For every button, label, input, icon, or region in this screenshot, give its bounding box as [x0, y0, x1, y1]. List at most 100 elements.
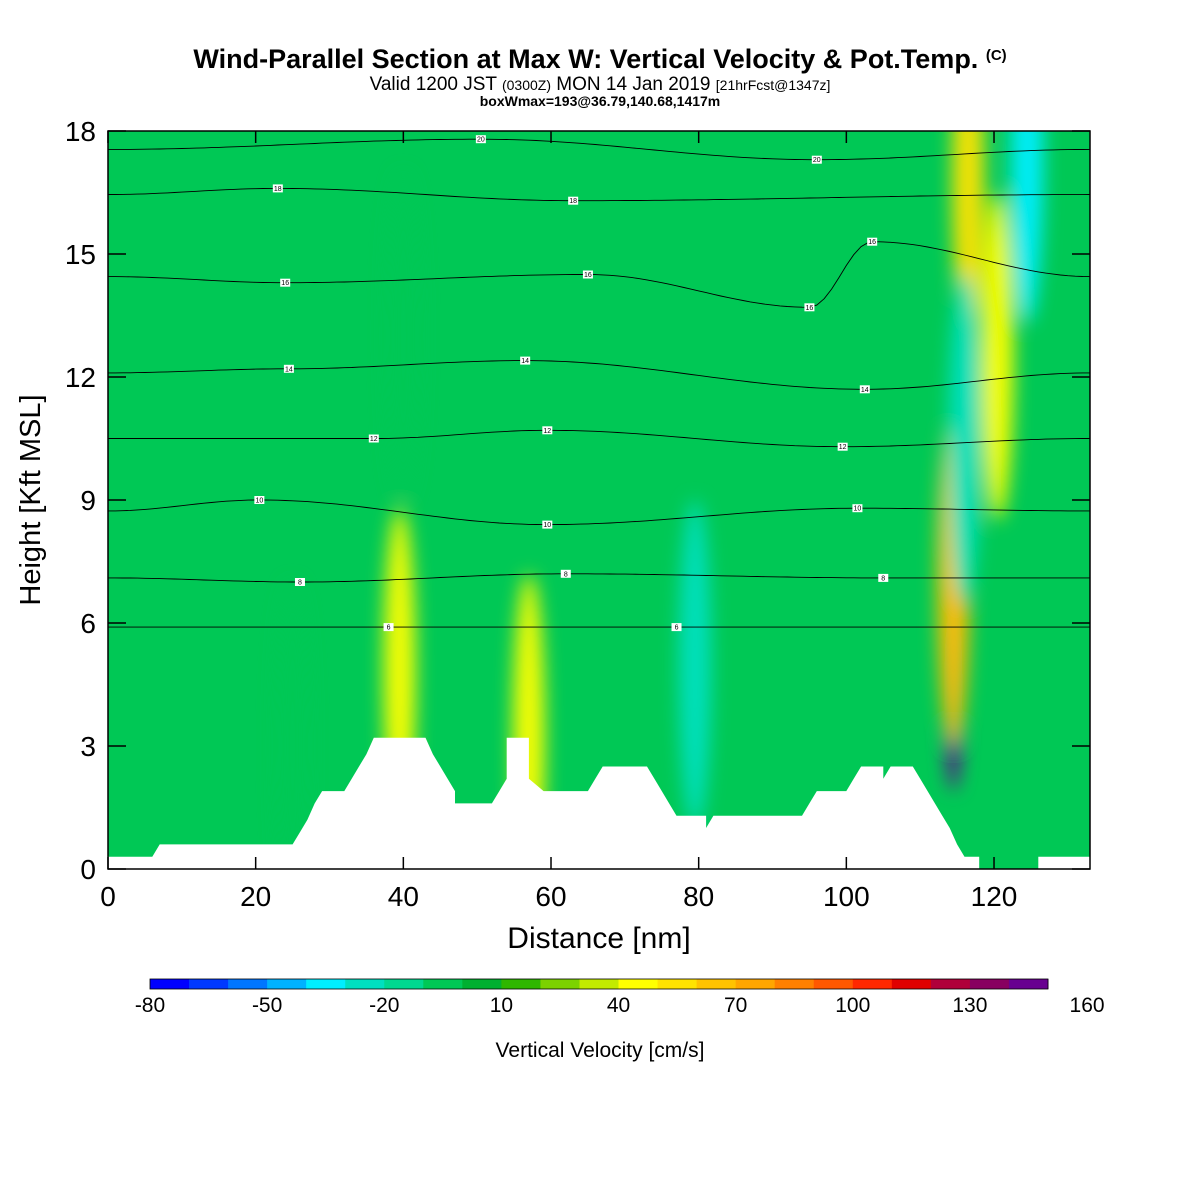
isentrope-label-text: 10	[255, 498, 263, 505]
isentrope-label-bg	[671, 623, 682, 632]
isentrope-label-text: 8	[298, 580, 302, 587]
isentrope-line	[108, 187, 1090, 202]
isentrope-label: 6	[671, 623, 682, 632]
isentrope-label-text: 14	[285, 366, 293, 373]
isentrope-label: 12	[542, 426, 553, 435]
velocity-field	[276, 131, 1044, 869]
isentrope-label-bg	[542, 520, 553, 529]
y-tick-label: 0	[80, 854, 96, 885]
isentrope-label: 18	[272, 184, 283, 193]
x-tick-label: 0	[100, 881, 116, 912]
colorbar-swatch	[228, 979, 268, 989]
colorbar-tick-label: 160	[1070, 994, 1105, 1017]
colorbar-swatch	[345, 979, 385, 989]
colorbar-swatch	[618, 979, 659, 989]
colorbar-swatch	[696, 979, 737, 989]
colorbar-swatch	[150, 979, 190, 989]
colorbar-tick-label: 130	[952, 994, 987, 1017]
isentrope-labels: 20 20 18 18 16 16 16 16 14 14 14 12 12 12 10 10 10 8 8 8 6 6	[254, 135, 889, 632]
colorbar-tick-label: -20	[369, 994, 399, 1017]
velocity-cell	[948, 274, 981, 603]
colorbar-swatch	[930, 979, 971, 989]
isentrope-label-text: 12	[543, 428, 551, 435]
colorbar-swatch	[1008, 979, 1049, 989]
colorbar-swatch	[852, 979, 893, 989]
isentrope-label-bg	[383, 623, 394, 632]
colorbar-tick-label: 70	[724, 994, 747, 1017]
colorbar-swatch	[306, 979, 346, 989]
colorbar-swatch	[969, 979, 1010, 989]
isentrope-label-bg	[542, 426, 553, 435]
isentrope-label: 18	[568, 196, 579, 205]
isentrope-label-text: 6	[387, 625, 391, 632]
isentrope-label: 14	[283, 364, 294, 373]
colorbar-tick-label: 100	[835, 994, 870, 1017]
colorbar-swatch	[462, 979, 502, 989]
colorbar-swatch	[579, 979, 620, 989]
isentrope-label-text: 20	[477, 137, 485, 144]
isentrope-label: 14	[859, 385, 870, 394]
velocity-cell	[387, 172, 420, 500]
isentrope-label: 8	[878, 573, 889, 582]
isentrope-label-bg	[878, 573, 889, 582]
colorbar-tick-label: 40	[607, 994, 630, 1017]
isentrope-lines	[108, 138, 1090, 628]
isentrope-label-text: 10	[543, 522, 551, 529]
isentrope-label-bg	[254, 496, 265, 504]
isentrope-label-text: 16	[868, 239, 876, 246]
velocity-cell	[276, 582, 309, 869]
isentrope-label: 12	[837, 442, 848, 451]
x-axis: 0 20 40 60 80 100 120	[100, 131, 1017, 912]
isentrope-label: 10	[254, 496, 265, 505]
isentrope-label-bg	[294, 578, 305, 586]
y-tick-label: 9	[80, 485, 96, 516]
chart-title-main: Wind-Parallel Section at Max W: Vertical…	[193, 44, 979, 74]
isentrope-label-text: 8	[564, 571, 568, 578]
isentrope-label: 16	[804, 303, 815, 312]
colorbar-swatch	[423, 979, 463, 989]
isentrope-label: 14	[520, 356, 531, 365]
y-tick-label: 18	[65, 116, 96, 147]
chart-subtitle: Valid 1200 JST (0300Z) MON 14 Jan 2019 […	[0, 74, 1200, 96]
isentrope-label-bg	[867, 237, 878, 246]
isentrope-label: 10	[852, 504, 863, 513]
isentrope-label-text: 18	[569, 198, 577, 205]
isentrope-label-text: 14	[861, 387, 869, 394]
isentrope-label-text: 12	[839, 444, 847, 451]
isentrope-label-bg	[560, 569, 571, 578]
isentrope-label-text: 20	[813, 157, 821, 164]
x-tick-label: 120	[971, 881, 1018, 912]
isentrope-label-bg	[837, 442, 848, 451]
isentrope-label-bg	[852, 504, 863, 513]
x-tick-label: 100	[823, 881, 870, 912]
y-tick-label: 12	[65, 362, 96, 393]
chart-subtitle-box: boxWmax=193@36.79,140.68,1417m	[479, 93, 721, 109]
isentrope-label-text: 14	[521, 358, 529, 365]
y-tick-label: 6	[80, 608, 96, 639]
isentrope-label-bg	[811, 155, 822, 164]
isentrope-label: 6	[383, 623, 394, 632]
x-tick-label: 20	[240, 881, 271, 912]
isentrope-label: 20	[475, 135, 486, 144]
isentrope-label: 16	[280, 278, 291, 287]
isentrope-line	[108, 138, 1090, 161]
isentrope-label-text: 16	[584, 272, 592, 279]
isentrope-label-bg	[568, 196, 579, 205]
isentrope-label-text: 12	[370, 436, 378, 443]
colorbar-swatch	[267, 979, 307, 989]
isentrope-label-bg	[475, 135, 486, 144]
isentrope-label: 12	[368, 434, 379, 443]
isentrope-label-bg	[272, 184, 283, 193]
x-tick-label: 40	[388, 881, 419, 912]
velocity-cell	[981, 192, 1014, 521]
colorbar-swatch	[735, 979, 776, 989]
isentrope-label-bg	[280, 278, 291, 287]
isentrope-label: 16	[867, 237, 878, 246]
isentrope-label-bg	[520, 356, 531, 365]
isentrope-label-text: 6	[675, 625, 679, 632]
isentrope-label: 20	[811, 155, 822, 164]
colorbar: -80 -50 -20 10 40 70 100 130 160	[135, 978, 1105, 1017]
isentrope-line	[108, 241, 1090, 308]
chart-title: Wind-Parallel Section at Max W: Vertical…	[0, 44, 1200, 75]
colorbar-tick-label: -80	[135, 994, 165, 1017]
